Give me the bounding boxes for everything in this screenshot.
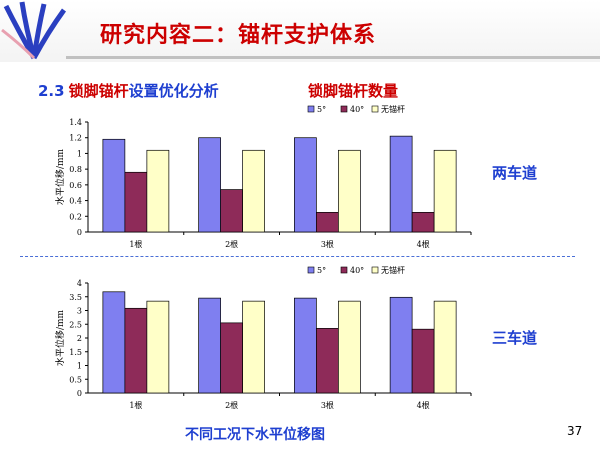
y-tick-label: 0.8: [69, 165, 82, 174]
section-number: 2.3: [38, 82, 65, 100]
three-lane-bar-40deg: [124, 307, 148, 394]
x-category-label: 2根: [225, 400, 238, 410]
x-category-label: 4根: [417, 400, 430, 410]
three-lane-bar-5deg: [102, 291, 126, 394]
two-lane-bar-5deg: [389, 135, 413, 233]
section-heading-rest: 设置优化分析: [128, 82, 219, 100]
three-lane-bar-40deg: [316, 328, 339, 394]
two-lane-bar-no-anchor: [146, 149, 170, 233]
three-lane-label: 三车道: [492, 329, 538, 347]
three-lane-bar-no-anchor: [338, 300, 361, 394]
two-lane-bar-no-anchor: [338, 149, 361, 233]
y-axis-label: 水平位移/mm: [54, 309, 66, 366]
legend-swatch-5deg: [307, 105, 315, 113]
y-tick-label: 0.2: [69, 212, 82, 221]
y-tick-label: 1: [77, 362, 82, 371]
page-number: 37: [567, 424, 583, 438]
three-lane-bar-5deg: [294, 297, 317, 394]
y-tick-label: 3.5: [69, 293, 82, 302]
y-tick-label: 0.4: [69, 197, 82, 206]
title-underline: [66, 56, 600, 59]
y-tick-label: 2.5: [69, 320, 82, 329]
university-logo-icon: [1, 1, 67, 60]
y-tick-label: 0: [77, 228, 82, 237]
y-tick-label: 1: [77, 149, 82, 158]
three-lane-bar-no-anchor: [242, 300, 265, 394]
legend-label-40deg: 40°: [350, 266, 364, 275]
legend-swatch-no-anchor: [371, 266, 379, 274]
three-lane-bar-5deg: [198, 297, 221, 394]
two-lane-bar-5deg: [198, 137, 221, 233]
y-tick-label: 0.6: [69, 181, 82, 190]
x-category-label: 4根: [417, 239, 430, 249]
x-category-label: 1根: [129, 239, 142, 249]
y-tick-label: 1.2: [69, 134, 82, 143]
legend-label-5deg: 5°: [317, 105, 326, 114]
two-lane-bar-no-anchor: [242, 149, 265, 233]
two-lane-label: 两车道: [492, 164, 538, 182]
three-lane-bar-40deg: [411, 328, 435, 394]
y-tick-label: 1.5: [69, 348, 82, 357]
y-tick-label: 2: [77, 334, 82, 343]
y-tick-label: 3: [77, 307, 82, 316]
two-lane-bar-5deg: [294, 137, 317, 233]
title-bar: 研究内容二：锚杆支护体系: [0, 0, 600, 62]
y-tick-label: 1.4: [69, 118, 82, 127]
x-category-label: 3根: [321, 400, 334, 410]
x-category-label: 3根: [321, 239, 334, 249]
two-lane-bar-no-anchor: [433, 149, 457, 233]
legend-label-no-anchor: 无锚杆: [381, 265, 405, 275]
section-subheading: 锁脚锚杆数量: [308, 82, 399, 100]
legend-label-no-anchor: 无锚杆: [381, 104, 405, 114]
legend-swatch-5deg: [307, 266, 315, 274]
three-lane-bar-40deg: [220, 322, 243, 394]
three-lane-bar-no-anchor: [146, 300, 170, 394]
y-tick-label: 0: [77, 389, 82, 398]
x-category-label: 1根: [129, 400, 142, 410]
y-axis-label: 水平位移/mm: [54, 148, 66, 205]
figure-caption: 不同工况下水平位移图: [185, 427, 325, 443]
legend-swatch-no-anchor: [371, 105, 379, 113]
section-heading-key: 锁脚锚杆: [68, 82, 129, 100]
x-category-label: 2根: [225, 239, 238, 249]
section-heading: 2.3 锁脚锚杆设置优化分析: [38, 80, 219, 101]
slide-title: 研究内容二：锚杆支护体系: [100, 23, 377, 48]
legend-swatch-40deg: [340, 266, 348, 274]
section-divider: [20, 256, 575, 257]
legend-label-40deg: 40°: [350, 105, 364, 114]
three-lane-bar-5deg: [389, 296, 413, 394]
three-lane-bar-no-anchor: [433, 300, 457, 394]
y-tick-label: 4: [77, 279, 82, 288]
legend-label-5deg: 5°: [317, 266, 326, 275]
y-tick-label: 0.5: [69, 375, 82, 384]
legend-swatch-40deg: [340, 105, 348, 113]
